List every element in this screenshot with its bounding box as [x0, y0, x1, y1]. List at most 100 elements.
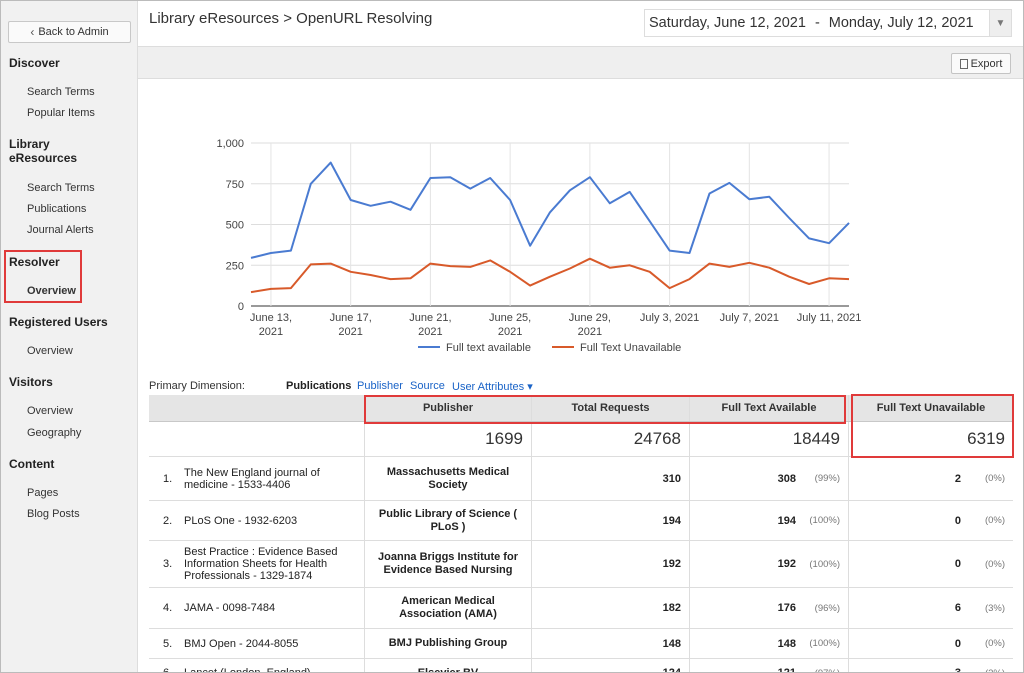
section-discover: Discover	[9, 56, 60, 70]
publication-cell[interactable]: 6. Lancet (London, England)	[149, 659, 365, 673]
header: Library eResources > OpenURL Resolving S…	[138, 1, 1023, 46]
header-full-text-unavailable[interactable]: Full Text Unavailable	[876, 402, 986, 414]
full-text-unavailable-cell: 0 (0%)	[849, 629, 1013, 658]
sidebar-item-publications[interactable]: Publications	[27, 203, 87, 215]
dimension-link-user-attributes[interactable]: User Attributes ▾	[452, 381, 533, 393]
sidebar-item-geography[interactable]: Geography	[27, 427, 82, 439]
primary-dimension-label: Primary Dimension:	[149, 380, 245, 392]
y-tick-label: 0	[238, 301, 244, 313]
toolbar: Export	[138, 46, 1023, 79]
section-resolver: Resolver	[9, 255, 60, 269]
x-tick-label: July 3, 2021	[640, 312, 699, 324]
highlight-resolver	[4, 250, 82, 303]
row-number: 2.	[163, 514, 173, 527]
document-icon	[959, 58, 968, 69]
header-total-requests[interactable]: Total Requests	[532, 395, 690, 421]
table-row[interactable]: 1. The New England journal of medicine - …	[149, 457, 1013, 501]
available-value: 148	[777, 637, 796, 650]
full-text-unavailable-cell: 2 (0%)	[849, 457, 1013, 500]
series-line-full-text-available	[250, 161, 850, 259]
x-tick-label: June 25,	[489, 312, 531, 324]
sidebar-item-pages[interactable]: Pages	[27, 487, 59, 499]
x-tick-label: June 17,	[330, 312, 372, 324]
table-row[interactable]: 6. Lancet (London, England) Elsevier BV 124…	[149, 659, 1013, 673]
sidebar-item-registered-overview[interactable]: Overview	[27, 345, 73, 357]
table-row[interactable]: 5. BMJ Open - 2044-8055 BMJ Publishing Gro…	[149, 629, 1013, 659]
unavailable-value: 0	[954, 514, 961, 527]
unavailable-percent: (3%)	[984, 602, 1005, 614]
publication-name[interactable]: Lancet (London, England)	[184, 667, 311, 673]
publication-name[interactable]: The New England journal of medicine - 15…	[184, 466, 320, 491]
publication-name[interactable]: PLoS One - 1932-6203	[184, 514, 298, 527]
table-row[interactable]: 2. PLoS One - 1932-6203 Public Library of …	[149, 501, 1013, 541]
full-text-unavailable-cell: 3 (2%)	[849, 659, 1013, 673]
total-publisher: 1699	[365, 422, 532, 456]
section-content: Content	[9, 457, 55, 471]
full-text-available-cell: 308 (99%)	[690, 457, 849, 500]
sidebar-item-popular-items[interactable]: Popular Items	[27, 107, 95, 119]
publisher-cell: Massachusetts Medical Society	[365, 457, 532, 500]
dimension-link-source[interactable]: Source	[410, 380, 445, 392]
publication-cell[interactable]: 3. Best Practice : Evidence Based Informa…	[149, 541, 365, 587]
totals-blank	[149, 422, 365, 456]
publisher-cell: Public Library of Science ( PLoS )	[365, 501, 532, 540]
page-title: Library eResources > OpenURL Resolving	[149, 10, 433, 27]
sidebar-item-eresources-search-terms[interactable]: Search Terms	[27, 182, 95, 194]
unavailable-value: 3	[954, 667, 961, 673]
total-full-text-unavailable: 6319	[967, 429, 1005, 448]
dropdown-arrow-icon[interactable]: ▼	[989, 10, 1011, 36]
export-button[interactable]: Export	[951, 53, 1011, 74]
date-separator: -	[814, 15, 820, 31]
available-percent: (100%)	[809, 638, 840, 649]
table-row[interactable]: 3. Best Practice : Evidence Based Informa…	[149, 541, 1013, 588]
publication-name[interactable]: JAMA - 0098-7484	[184, 602, 276, 614]
publication-cell[interactable]: 2. PLoS One - 1932-6203	[149, 501, 365, 540]
sidebar-item-discover-search-terms[interactable]: Search Terms	[27, 86, 95, 98]
y-tick-label: 250	[226, 260, 244, 272]
publication-cell[interactable]: 1. The New England journal of medicine - …	[149, 457, 365, 500]
sidebar-item-journal-alerts[interactable]: Journal Alerts	[27, 224, 94, 236]
x-tick-label: June 21,	[409, 312, 451, 324]
available-percent: (96%)	[814, 602, 840, 614]
publisher-cell: American Medical Association (AMA)	[365, 588, 532, 628]
table-row[interactable]: 4. JAMA - 0098-7484 American Medical Assoc…	[149, 588, 1013, 629]
unavailable-percent: (0%)	[984, 638, 1005, 649]
total-requests-cell: 194	[532, 501, 690, 540]
full-text-available-cell: 176 (96%)	[690, 588, 849, 628]
section-library-eresources: Library eResources	[9, 137, 77, 165]
publication-cell[interactable]: 4. JAMA - 0098-7484	[149, 588, 365, 628]
header-full-text-available[interactable]: Full Text Available	[690, 395, 849, 421]
dimension-current-publications: Publications	[286, 380, 352, 392]
unavailable-value: 0	[954, 637, 961, 650]
sidebar-item-resolver-overview[interactable]: Overview	[27, 285, 76, 297]
highlight-header-columns	[364, 395, 846, 424]
unavailable-value: 2	[954, 472, 961, 485]
publication-cell[interactable]: 5. BMJ Open - 2044-8055	[149, 629, 365, 658]
legend-label: Full text available	[446, 342, 531, 354]
sidebar: ‹ Back to Admin Discover Search Terms Po…	[1, 1, 138, 672]
sidebar-item-blog-posts[interactable]: Blog Posts	[27, 508, 80, 520]
section-title-line1: Library	[9, 137, 50, 151]
publication-name[interactable]: Best Practice : Evidence Based Informati…	[184, 546, 338, 582]
total-requests-cell: 148	[532, 629, 690, 658]
legend-label: Full Text Unavailable	[580, 342, 681, 354]
y-tick-label: 1,000	[216, 138, 244, 150]
full-text-unavailable-cell: 0 (0%)	[849, 501, 1013, 540]
header-publisher[interactable]: Publisher	[365, 395, 532, 421]
y-tick-label: 750	[226, 179, 244, 191]
back-to-admin-button[interactable]: ‹ Back to Admin	[8, 21, 131, 43]
available-value: 308	[777, 472, 796, 485]
available-percent: (100%)	[809, 515, 840, 526]
x-tick-label: June 29,	[569, 312, 611, 324]
sidebar-item-visitors-overview[interactable]: Overview	[27, 405, 73, 417]
publication-name[interactable]: BMJ Open - 2044-8055	[184, 637, 299, 650]
publisher-cell: Joanna Briggs Institute for Evidence Bas…	[365, 541, 532, 587]
publisher-cell: Elsevier BV	[365, 659, 532, 672]
y-tick-label: 500	[226, 220, 244, 232]
total-requests-cell: 182	[532, 588, 690, 628]
date-start: Saturday, June 12, 2021	[649, 15, 806, 31]
available-value: 194	[777, 514, 796, 527]
date-range-picker[interactable]: Saturday, June 12, 2021 - Monday, July 1…	[644, 9, 1012, 37]
dimension-link-publisher[interactable]: Publisher	[357, 380, 403, 392]
